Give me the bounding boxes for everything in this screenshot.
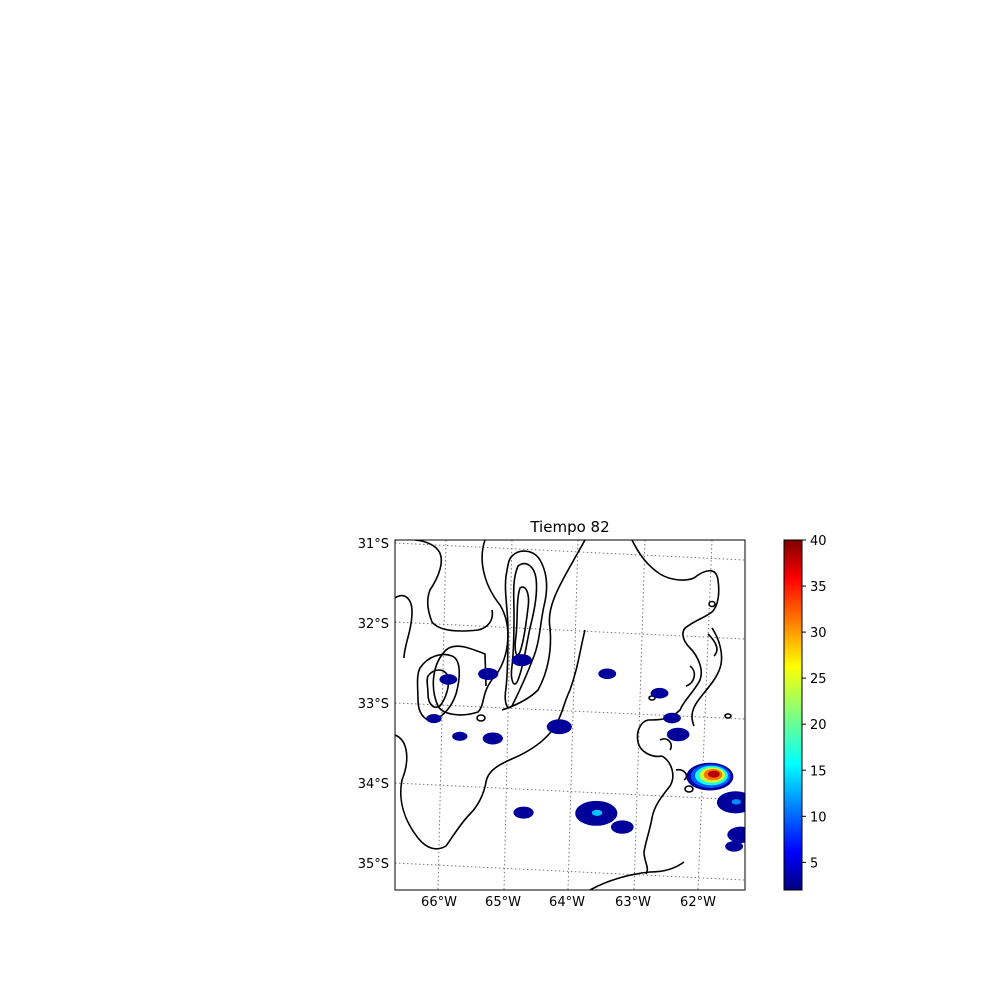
- precip-contour: [546, 719, 572, 735]
- lat-tick-label: 35°S: [358, 857, 389, 872]
- sierra-mid: [510, 562, 538, 685]
- small-contour-ring-5: [648, 695, 656, 701]
- east-shore-detail: [659, 633, 718, 781]
- sierra-inner: [514, 586, 530, 656]
- colorbar-tick-label: 25: [810, 672, 827, 687]
- west-contour: [395, 540, 494, 632]
- longitude-labels: 66°W 65°W 64°W 63°W 62°W: [421, 895, 716, 910]
- outer-contour: [432, 540, 586, 716]
- precip-cell: [650, 687, 669, 699]
- precip-cell: [511, 654, 532, 667]
- east-inner-contour: [691, 627, 723, 727]
- precip-contour: [511, 654, 532, 667]
- precip-cell: [725, 841, 744, 852]
- small-contour-ring-3: [708, 600, 716, 608]
- colorbar-tick-label: 40: [810, 534, 827, 549]
- colorbar-tick-label: 35: [810, 580, 827, 595]
- lat-tick-label: 33°S: [358, 697, 389, 712]
- precip-cell: [546, 719, 572, 735]
- lon-tick-label: 65°W: [485, 895, 521, 910]
- precip-contour: [439, 674, 458, 685]
- sierra-west-outer: [416, 653, 461, 722]
- lon-tick-label: 62°W: [680, 895, 716, 910]
- small-contour-ring-2: [684, 785, 694, 793]
- precip-contour: [610, 820, 634, 834]
- sierra-outer: [504, 550, 548, 709]
- map-frame: [394, 539, 746, 891]
- precip-cell: [610, 820, 634, 834]
- precip-contour: [666, 727, 690, 742]
- precip-cell: [478, 668, 499, 681]
- south-contour: [395, 629, 586, 850]
- precip-contour: [716, 791, 745, 814]
- colorbar-tick-label: 5: [810, 856, 818, 871]
- precip-cell: [666, 727, 690, 742]
- precip-cell: [482, 732, 503, 745]
- meridian-64w: [567, 540, 579, 890]
- colorbar-frame: [783, 539, 803, 891]
- plot-title: Tiempo 82: [529, 518, 609, 536]
- terrain-contours: [395, 540, 732, 890]
- colorbar-ticks: 5 10 15 20 25 30 35 40: [802, 534, 827, 871]
- precip-contour: [591, 809, 603, 816]
- small-contour-ring: [476, 714, 486, 722]
- precip-contour: [513, 806, 534, 819]
- precip-cell: [727, 826, 745, 843]
- precip-cell: [716, 791, 745, 814]
- latitude-labels: 31°S 32°S 33°S 34°S 35°S: [358, 537, 389, 872]
- precip-contour: [478, 668, 499, 681]
- lat-tick-label: 34°S: [358, 777, 389, 792]
- parallel-34s: [395, 782, 745, 801]
- precipitation-layer: [426, 654, 745, 852]
- meridian-62w: [697, 540, 713, 890]
- precip-cell: [575, 800, 618, 826]
- precip-contour: [663, 712, 681, 724]
- colorbar-gradient: [784, 540, 802, 890]
- colorbar: 5 10 15 20 25 30 35 40: [783, 534, 827, 891]
- small-contour-ring-4: [724, 713, 732, 719]
- west-loop: [395, 594, 413, 659]
- east-contour: [631, 540, 720, 758]
- colorbar-tick-label: 10: [810, 810, 827, 825]
- precip-contour: [727, 826, 745, 843]
- precip-cell: [513, 806, 534, 819]
- precip-contour: [598, 668, 617, 680]
- lon-tick-label: 63°W: [615, 895, 651, 910]
- meridian-63w: [633, 540, 646, 890]
- precip-cell: [686, 762, 734, 791]
- precip-contour: [452, 731, 468, 741]
- precip-cell: [663, 712, 681, 724]
- precip-cell: [439, 674, 458, 685]
- colorbar-tick-label: 15: [810, 764, 827, 779]
- precip-cell: [598, 668, 617, 680]
- parallel-35s: [395, 862, 745, 881]
- lon-tick-label: 64°W: [549, 895, 585, 910]
- gridlines: [395, 540, 745, 890]
- parallel-32s: [395, 621, 745, 640]
- precip-contour: [731, 799, 741, 805]
- precip-cell: [452, 731, 468, 741]
- east-southern-contour: [643, 755, 674, 875]
- precip-contour: [707, 770, 720, 778]
- precip-cell: [426, 714, 442, 724]
- parallel-31s: [395, 542, 745, 561]
- colorbar-tick-label: 30: [810, 626, 827, 641]
- precip-contour: [482, 732, 503, 745]
- lat-tick-label: 31°S: [358, 537, 389, 552]
- precip-contour: [426, 714, 442, 724]
- sierra-west-inner: [426, 669, 450, 709]
- map-axes: 31°S 32°S 33°S 34°S 35°S 66°W 65°W 64°W 63°W 62°…: [358, 537, 746, 910]
- southeast-contour: [589, 861, 685, 890]
- colorbar-tick-label: 20: [810, 718, 827, 733]
- precip-contour: [725, 841, 744, 852]
- lat-tick-label: 32°S: [358, 617, 389, 632]
- precip-contour: [650, 687, 669, 699]
- lon-tick-label: 66°W: [421, 895, 457, 910]
